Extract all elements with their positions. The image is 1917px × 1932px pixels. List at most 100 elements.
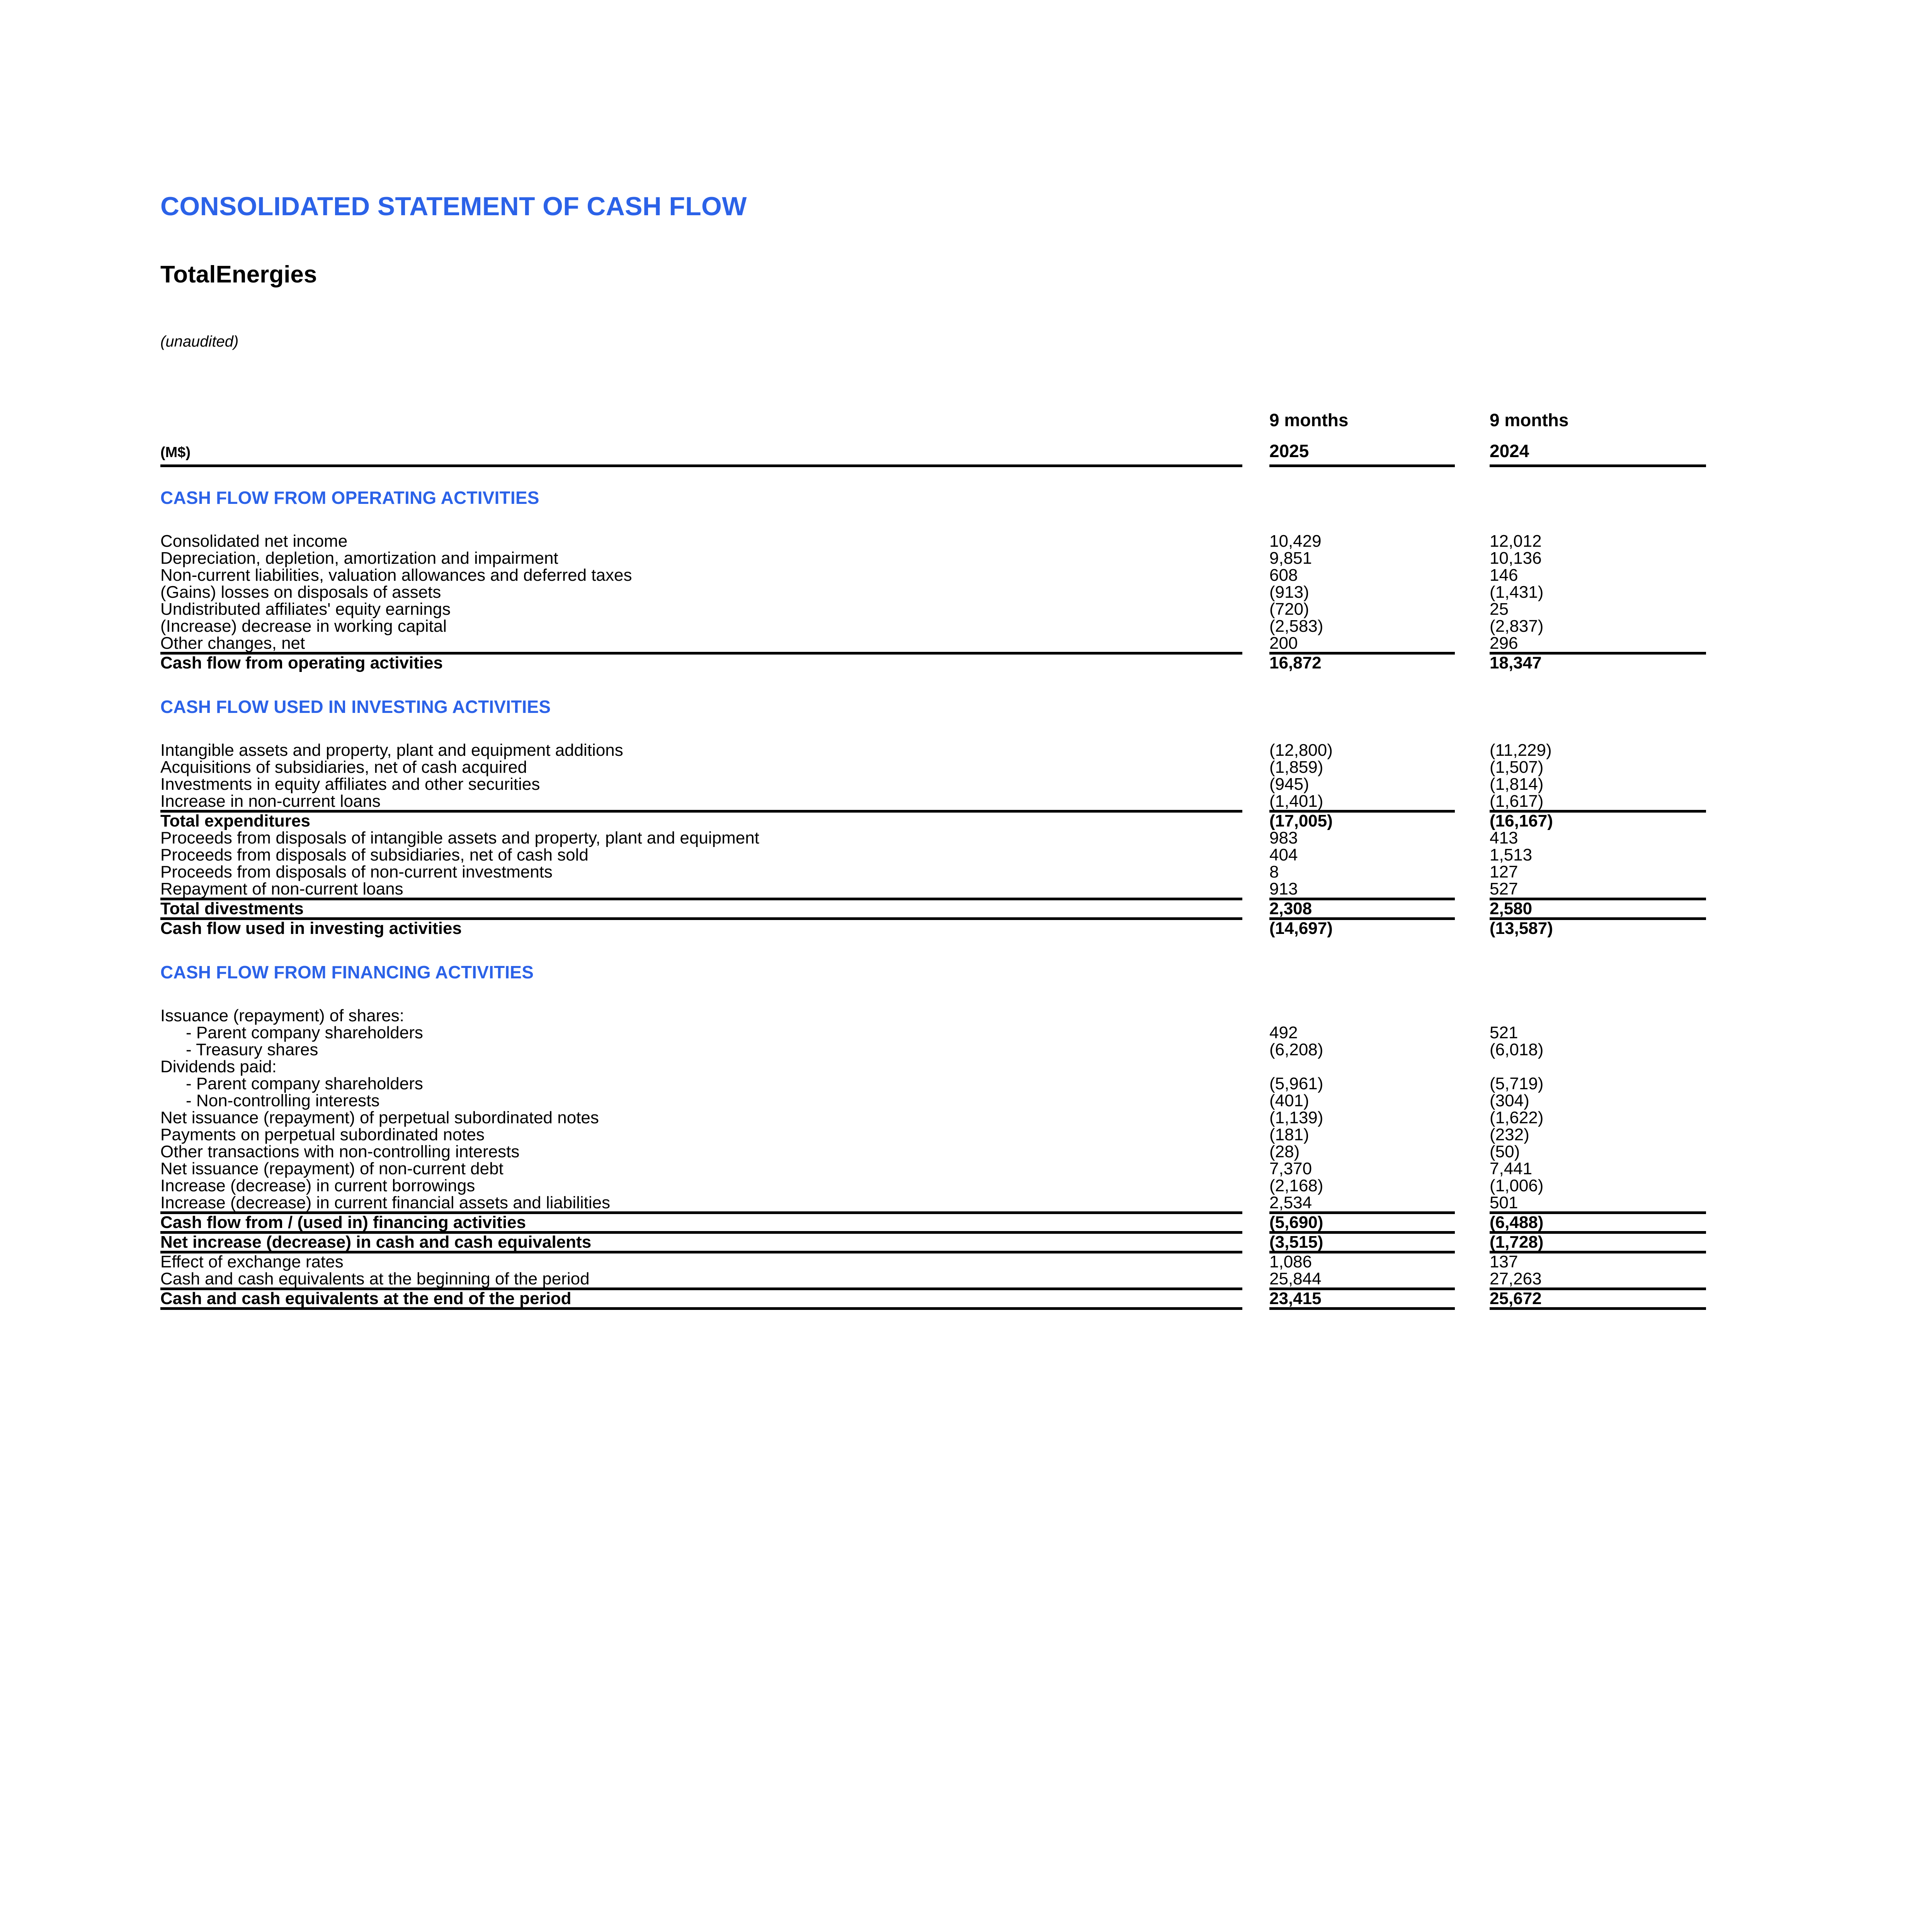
table-row: - Parent company shareholders 492 521 (160, 1024, 1706, 1041)
table-row: Proceeds from disposals of intangible as… (160, 830, 1706, 847)
table-row: Issuance (repayment) of shares: (160, 1007, 1706, 1024)
row-label: Increase (decrease) in current borrowing… (160, 1176, 475, 1195)
table-row-net-increase: Net increase (decrease) in cash and cash… (160, 1231, 1706, 1252)
row-value-2025: 200 (1269, 634, 1298, 653)
row-label: Undistributed affiliates' equity earning… (160, 600, 451, 619)
row-value-2025: (28) (1269, 1142, 1300, 1161)
row-value-2024: 413 (1490, 828, 1518, 847)
section-heading-investing: CASH FLOW USED IN INVESTING ACTIVITIES (160, 672, 1706, 742)
row-value-2025: 608 (1269, 566, 1298, 585)
spacer-cell (1455, 550, 1490, 567)
spacer-cell (1242, 533, 1269, 550)
row-label: Investments in equity affiliates and oth… (160, 775, 540, 794)
row-label: Other transactions with non-controlling … (160, 1142, 520, 1161)
table-row: Other transactions with non-controlling … (160, 1143, 1706, 1160)
section-heading-financing: CASH FLOW FROM FINANCING ACTIVITIES (160, 937, 1706, 1007)
row-label: - Parent company shareholders (186, 1023, 423, 1042)
table-row: Investments in equity affiliates and oth… (160, 776, 1706, 793)
spacer-cell (1455, 618, 1490, 635)
row-label: - Non-controlling interests (186, 1091, 380, 1110)
section-blank-col1 (1269, 466, 1455, 533)
spacer-cell (1455, 1270, 1490, 1289)
section-heading-label: CASH FLOW FROM FINANCING ACTIVITIES (160, 962, 534, 982)
row-label: Intangible assets and property, plant an… (160, 741, 623, 760)
row-value-2025: (14,697) (1269, 917, 1455, 937)
table-row: - Parent company shareholders (5,961) (5… (160, 1075, 1706, 1092)
row-value-2024: 25 (1490, 600, 1509, 619)
section-blank-col1 (1269, 672, 1455, 742)
row-label: - Treasury shares (186, 1040, 318, 1059)
row-label: Cash flow from operating activities (160, 652, 1242, 672)
company-name: TotalEnergies (160, 261, 317, 288)
audit-note: (unaudited) (160, 333, 239, 350)
table-row: Intangible assets and property, plant an… (160, 742, 1706, 759)
row-label: Cash flow from / (used in) financing act… (160, 1211, 1242, 1233)
row-value-2024: 18,347 (1490, 652, 1706, 672)
table-row: Net issuance (repayment) of non-current … (160, 1160, 1706, 1177)
spacer-cell (1455, 1160, 1490, 1177)
row-value-2025: 16,872 (1269, 652, 1455, 672)
spacer-cell (1455, 466, 1490, 533)
row-value-2024: 25,672 (1490, 1287, 1706, 1310)
row-value-2025: (5,690) (1269, 1211, 1455, 1233)
spacer-cell (1455, 533, 1490, 550)
row-value-2024: 501 (1490, 1193, 1518, 1212)
spacer-cell (1242, 1160, 1269, 1177)
spacer-cell (1455, 899, 1490, 919)
spacer-cell (1455, 811, 1490, 830)
row-value-2025: (3,515) (1269, 1231, 1455, 1252)
spacer-cell (1455, 937, 1490, 1007)
spacer-cell (1242, 1143, 1269, 1160)
table-row-total-divestments: Total divestments 2,308 2,580 (160, 898, 1706, 919)
spacer-cell (1455, 584, 1490, 601)
table-row: Increase in non-current loans (1,401) (1… (160, 793, 1706, 811)
spacer-cell (1242, 1289, 1269, 1309)
table-row: Increase (decrease) in current financial… (160, 1194, 1706, 1213)
spacer-cell (1242, 937, 1269, 1007)
row-value-2025: 404 (1269, 845, 1298, 864)
spacer-cell (1455, 1233, 1490, 1252)
spacer-cell (1455, 830, 1490, 847)
row-value-2025 (1269, 1058, 1455, 1075)
table-header-period-row: 9 months 9 months (160, 396, 1706, 433)
row-value-2024: (16,167) (1490, 810, 1706, 830)
spacer-cell (1455, 635, 1490, 653)
spacer-cell (1242, 1270, 1269, 1289)
spacer-cell (1242, 601, 1269, 618)
table-row: Net issuance (repayment) of perpetual su… (160, 1109, 1706, 1126)
table-row-total-operating: Cash flow from operating activities 16,8… (160, 652, 1706, 672)
table-row-cash-end-period: Cash and cash equivalents at the end of … (160, 1287, 1706, 1310)
row-value-2024: 7,441 (1490, 1159, 1533, 1178)
row-label: Repayment of non-current loans (160, 879, 403, 898)
table-row: Repayment of non-current loans 913 527 (160, 881, 1706, 899)
row-value-2025: (2,583) (1269, 617, 1323, 636)
spacer-cell (1242, 1177, 1269, 1194)
row-value-2025: (945) (1269, 775, 1309, 794)
row-value-2025: 7,370 (1269, 1159, 1312, 1178)
row-value-2025: 492 (1269, 1023, 1298, 1042)
row-label: Cash and cash equivalents at the beginni… (160, 1269, 590, 1288)
spacer-cell (1242, 899, 1269, 919)
header-col2-period: 9 months (1490, 410, 1569, 430)
table-row: - Treasury shares (6,208) (6,018) (160, 1041, 1706, 1058)
spacer-cell (1455, 793, 1490, 811)
section-heading-label: CASH FLOW USED IN INVESTING ACTIVITIES (160, 697, 551, 717)
table-row-total-investing: Cash flow used in investing activities (… (160, 917, 1706, 937)
table-row: Proceeds from disposals of subsidiaries,… (160, 847, 1706, 864)
spacer-cell (1242, 1024, 1269, 1041)
spacer-cell (1242, 847, 1269, 864)
row-label: (Increase) decrease in working capital (160, 617, 447, 636)
spacer-cell (1242, 811, 1269, 830)
row-value-2024: (50) (1490, 1142, 1520, 1161)
header-col2-year: 2024 (1490, 433, 1706, 467)
row-value-2025: (401) (1269, 1091, 1309, 1110)
row-value-2024: (6,488) (1490, 1211, 1706, 1233)
row-value-2024: 10,136 (1490, 549, 1542, 568)
row-label: Acquisitions of subsidiaries, net of cas… (160, 758, 527, 777)
row-value-2024: (1,617) (1490, 792, 1544, 811)
spacer-cell (1455, 1126, 1490, 1143)
row-value-2024: 521 (1490, 1023, 1518, 1042)
row-label: Issuance (repayment) of shares: (160, 1006, 404, 1025)
row-value-2025: (181) (1269, 1125, 1309, 1144)
row-value-2024: (1,622) (1490, 1108, 1544, 1127)
